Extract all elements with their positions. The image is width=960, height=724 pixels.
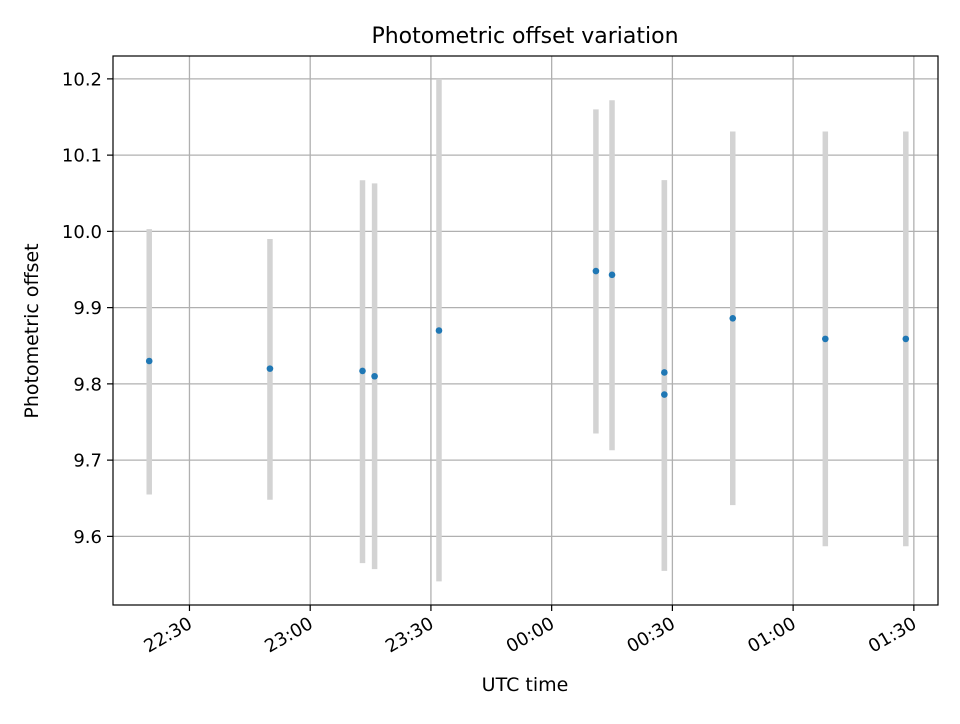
y-tick-label: 9.9 (73, 298, 102, 319)
x-tick-label: 00:30 (623, 613, 678, 657)
data-point (359, 367, 366, 375)
y-tick-label: 10.1 (62, 146, 102, 167)
data-points (145, 267, 910, 398)
data-point (661, 369, 668, 376)
y-tick-label: 10.2 (62, 69, 102, 90)
data-point (822, 335, 829, 343)
data-point (902, 335, 910, 343)
y-tick-label: 10.0 (62, 222, 102, 243)
x-tick-label: 23:00 (261, 613, 316, 657)
y-tick-label: 9.6 (73, 527, 102, 548)
grid (113, 56, 938, 605)
error-bars (146, 78, 909, 582)
data-point (435, 327, 443, 334)
x-tick-label: 00:00 (503, 613, 558, 657)
data-point (729, 315, 737, 322)
data-point (592, 267, 600, 275)
y-tick-label: 9.7 (73, 451, 102, 472)
plot-frame (112, 55, 939, 606)
chart-title: Photometric offset variation (371, 24, 678, 49)
data-point (266, 365, 274, 372)
data-point (661, 391, 668, 398)
y-axis-ticks: 9.6 9.7 9.8 9.9 10.0 10.1 10.2 (62, 69, 113, 548)
x-tick-label: 01:30 (865, 613, 920, 657)
y-tick-label: 9.8 (73, 374, 102, 395)
x-axis-ticks: 22:30 23:00 23:30 00:00 00:30 01:00 01:30 (141, 605, 920, 657)
x-tick-label: 23:30 (382, 613, 437, 657)
data-point (145, 357, 153, 365)
data-point (608, 271, 616, 279)
y-axis-label: Photometric offset (21, 243, 43, 418)
x-tick-label: 01:00 (744, 613, 799, 657)
x-axis-label: UTC time (482, 674, 569, 696)
data-point (371, 372, 378, 380)
x-tick-label: 22:30 (141, 613, 196, 657)
